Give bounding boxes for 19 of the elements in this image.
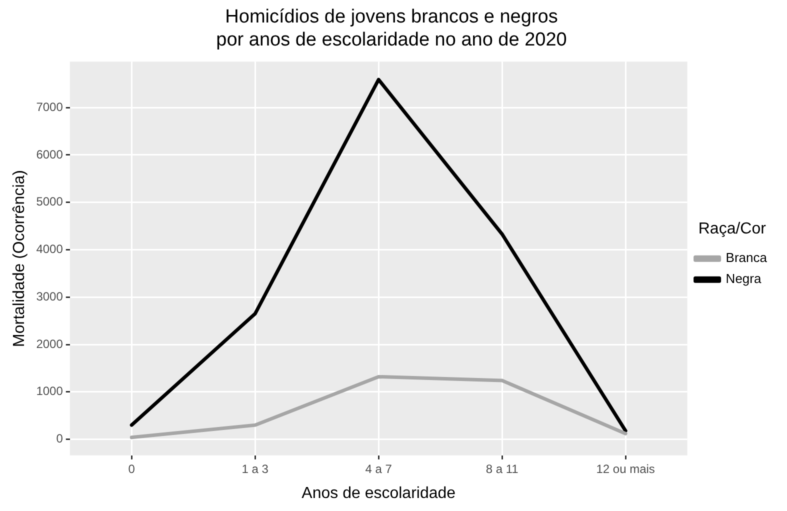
y-tick-label: 3000 bbox=[36, 289, 64, 304]
x-tick-label: 12 ou mais bbox=[596, 462, 655, 476]
x-tick-label: 1 a 3 bbox=[242, 462, 269, 476]
legend-label: Negra bbox=[726, 271, 762, 286]
chart-title: Homicídios de jovens brancos e negros por anos de escolaridade no ano de 2020 bbox=[216, 6, 567, 50]
y-tick-label: 5000 bbox=[36, 194, 64, 209]
y-axis-title: Mortalidade (Ocorrência) bbox=[11, 170, 28, 347]
y-tick-label: 6000 bbox=[36, 147, 64, 162]
x-tick-label: 8 a 11 bbox=[486, 462, 519, 476]
y-tick-label: 1000 bbox=[36, 384, 64, 398]
x-tick-label: 0 bbox=[128, 462, 136, 476]
legend-title: Raça/Cor bbox=[698, 220, 767, 238]
y-tick-label: 7000 bbox=[36, 100, 64, 114]
y-tick-label: 0 bbox=[56, 432, 64, 446]
y-tick-label: 2000 bbox=[36, 336, 64, 351]
legend-label: Branca bbox=[726, 250, 768, 266]
x-axis-title: Anos de escolaridade bbox=[302, 484, 456, 502]
y-tick-label: 4000 bbox=[36, 242, 64, 256]
x-tick-label: 4 a 7 bbox=[365, 462, 392, 476]
